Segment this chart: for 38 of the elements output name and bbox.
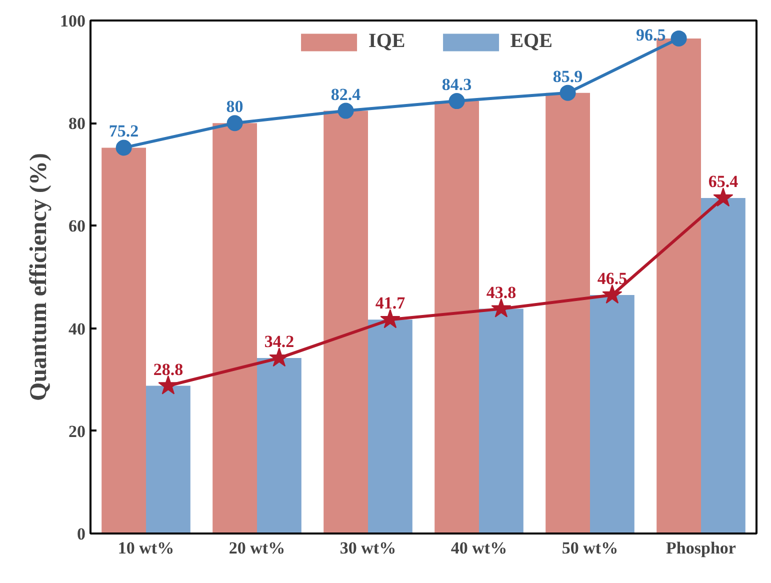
bar [212, 123, 257, 534]
x-tick-label: Phosphor [666, 538, 736, 558]
bar [590, 294, 634, 534]
bar [546, 92, 590, 534]
legend-label: EQE [510, 30, 552, 53]
data-label: 46.5 [597, 268, 628, 288]
x-tick-label: 40 wt% [450, 538, 508, 558]
x-tick-label: 30 wt% [340, 538, 396, 558]
data-label: 80 [226, 97, 244, 116]
bar [102, 148, 146, 534]
bar [434, 101, 479, 534]
data-label: 41.7 [375, 294, 406, 313]
y-tick-label: 40 [68, 319, 86, 338]
x-tick-label: 20 wt% [228, 538, 286, 558]
data-label: 65.4 [708, 172, 739, 191]
y-tick-label: 20 [68, 422, 86, 441]
y-tick-label: 60 [68, 216, 86, 236]
legend-label: IQE [368, 30, 406, 53]
bar [146, 386, 190, 534]
data-label: 75.2 [108, 122, 139, 141]
data-label: 82.4 [330, 84, 362, 104]
bar [701, 198, 746, 534]
data-label: 28.8 [153, 360, 184, 379]
data-label: 43.8 [486, 282, 516, 302]
y-tick-label: 100 [60, 12, 86, 30]
x-tick-label: 50 wt% [562, 538, 618, 558]
data-label: 85.9 [552, 66, 583, 86]
data-label: 84.3 [442, 75, 472, 94]
data-label: 96.5 [636, 25, 666, 44]
y-tick-label: 80 [68, 114, 86, 134]
bar [324, 110, 368, 534]
x-tick-label: 10 wt% [118, 538, 174, 558]
bar [479, 308, 524, 534]
y-axis-title: Quantum efficiency (%) [26, 153, 52, 401]
bar [368, 320, 412, 534]
data-label: 34.2 [264, 332, 294, 352]
y-tick-label: 0 [77, 524, 86, 544]
bar [257, 358, 302, 534]
